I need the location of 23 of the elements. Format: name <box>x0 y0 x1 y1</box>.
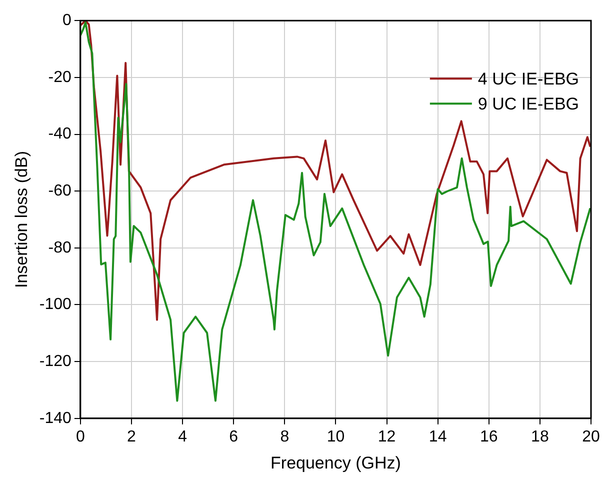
y-tick-label: -60 <box>48 182 72 200</box>
x-tick-label: 20 <box>582 428 600 446</box>
x-tick-label: 10 <box>326 428 345 446</box>
y-tick-label: -40 <box>48 126 72 143</box>
x-tick-label: 0 <box>76 428 85 446</box>
x-tick-label: 16 <box>480 428 498 446</box>
y-axis-title: Insertion loss (dB) <box>12 151 31 288</box>
y-tick-label: -140 <box>39 410 72 427</box>
y-tick-label: -80 <box>48 239 72 256</box>
x-axis-title: Frequency (GHz) <box>270 453 401 472</box>
y-tick-label: -100 <box>39 296 72 314</box>
y-tick-label: -120 <box>39 352 72 370</box>
y-tick-label: 0 <box>62 12 72 30</box>
x-tick-label: 14 <box>428 428 447 446</box>
legend-label: 4 UC IE-EBG <box>478 69 580 88</box>
x-tick-label: 2 <box>127 428 136 446</box>
legend-label: 9 UC IE-EBG <box>478 94 580 114</box>
y-tick-label: -20 <box>48 68 72 86</box>
x-tick-label: 12 <box>378 428 396 446</box>
x-tick-label: 6 <box>229 428 238 446</box>
x-tick-label: 18 <box>531 428 549 446</box>
x-tick-label: 4 <box>178 428 188 446</box>
x-tick-label: 8 <box>280 428 290 446</box>
